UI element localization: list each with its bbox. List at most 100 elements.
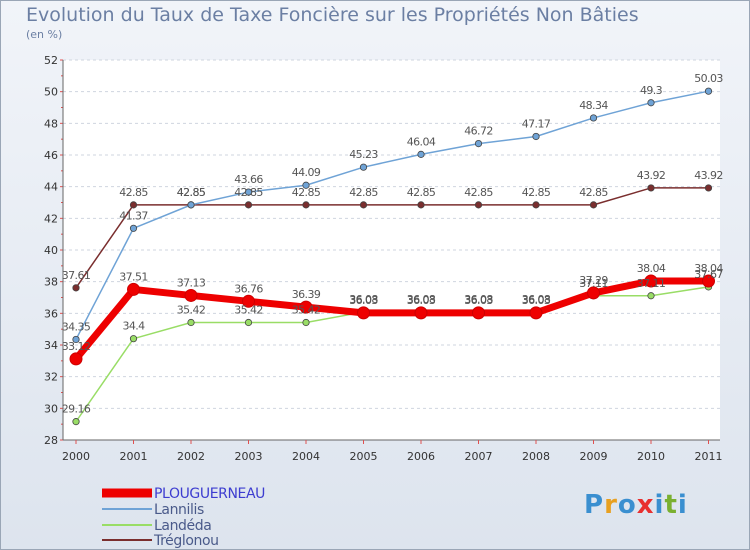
data-label: 37.61 [62,269,91,282]
logo-letter: i [654,490,665,520]
series-point-1 [647,99,655,107]
data-label: 35.42 [292,304,321,317]
data-label: 36.08 [464,293,493,306]
data-label: 42.85 [407,186,436,199]
legend-label: Landéda [154,518,211,534]
y-tick-label: 32 [44,371,58,384]
data-label: 37.11 [579,277,608,290]
data-label: 36.08 [349,293,378,306]
series-point-2 [244,318,253,327]
series-group [69,87,715,426]
logo-letter: P [584,490,605,520]
data-label: 34.4 [122,320,145,333]
series-point-1 [532,132,540,141]
series-point-0 [644,274,658,288]
series-point-2 [129,335,138,343]
data-label: 42.85 [177,186,206,199]
logo-letter: x [636,490,655,520]
data-label: 35.42 [234,304,263,317]
series-point-3 [244,201,253,209]
proxiti-logo: Proxiti [584,490,688,520]
series-point-3 [589,201,598,209]
x-tick-label: 2008 [522,450,550,463]
logo-letter: i [677,490,688,520]
logo-letter: r [604,490,618,520]
series-point-2 [647,292,655,300]
series-point-3 [532,201,540,209]
data-label: 37.29 [579,274,608,287]
series-point-3 [417,201,425,209]
data-label: 38.04 [637,262,666,275]
series-point-2 [72,418,80,426]
series-point-0 [472,306,485,320]
series-point-1 [704,87,713,95]
data-label: 36.03 [407,294,436,307]
x-tick-label: 2006 [407,450,435,463]
data-label: 42.85 [177,186,206,199]
data-label: 44.09 [292,166,321,179]
legend-label: Tréglonou [153,533,219,549]
data-label: 34.35 [62,320,91,333]
data-label: 37.13 [177,276,206,289]
data-label: 36.03 [522,294,551,307]
data-label: 35.42 [177,304,206,317]
data-label: 42.85 [292,186,321,199]
series-point-3 [72,284,80,292]
data-label: 36.76 [234,282,263,295]
x-tick-label: 2010 [637,450,665,463]
series-point-0 [299,300,313,314]
data-label: 33.12 [62,340,91,353]
series-point-3 [302,201,310,209]
data-label: 46.72 [464,125,493,138]
series-point-1 [187,201,195,209]
series-point-0 [184,288,198,302]
data-label: 42.85 [579,186,608,199]
series-point-2 [302,318,310,327]
data-label: 36.08 [407,293,436,306]
y-tick-label: 28 [44,434,58,447]
y-tick-label: 36 [44,307,58,320]
data-label: 45.23 [349,148,378,161]
y-tick-label: 42 [44,212,58,225]
series-point-0 [357,306,370,320]
series-point-1 [417,150,425,158]
x-tick-label: 2004 [292,450,320,463]
series-point-0 [587,286,600,300]
series-point-3 [647,184,655,192]
series-point-3 [359,201,368,209]
series-point-0 [69,352,83,366]
series-point-3 [704,184,713,192]
series-point-1 [589,114,598,122]
data-label: 36.03 [349,294,378,307]
series-point-0 [529,306,543,320]
x-tick-label: 2011 [695,450,723,463]
data-label: 36.08 [522,293,551,306]
data-label: 37.67 [694,268,723,281]
data-label: 41.37 [119,209,148,222]
data-label: 36.03 [464,294,493,307]
logo-letter: t [664,490,678,520]
y-tick-label: 46 [44,149,58,162]
series-line-3 [75,187,710,289]
y-tick-label: 48 [44,117,58,130]
legend-label: Lannilis [154,502,204,518]
series-point-1 [474,140,483,148]
legend-label: PLOUGUERNEAU [154,486,265,502]
axes: 28 30 32 34 36 38 40 42 44 46 48 50 52 2000 2001 2002 20… [44,54,723,463]
series-point-0 [127,282,140,296]
data-labels: 37.61 42.85 42.85 42.85 42.85 42.85 42.85 42.85… [62,72,724,415]
y-tick-label: 30 [44,402,58,415]
data-label: 42.85 [349,186,378,199]
y-tick-label: 34 [44,339,58,352]
x-tick-label: 2002 [177,450,205,463]
y-tick-label: 38 [44,276,58,289]
data-label: 37.11 [637,277,666,290]
series-point-1 [72,335,80,344]
series-line-1 [75,90,710,341]
x-tick-label: 2009 [580,450,608,463]
data-label: 38.04 [694,262,723,275]
data-label: 36.39 [292,288,321,301]
logo-letter: o [617,490,637,520]
